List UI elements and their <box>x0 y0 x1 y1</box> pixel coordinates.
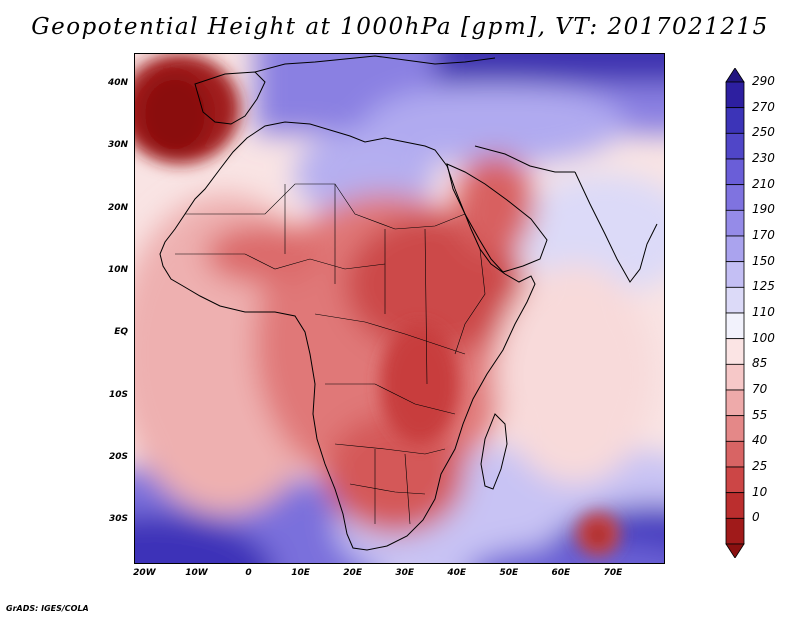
colorbar-swatch <box>725 158 745 186</box>
colorbar-level-label: 290 <box>752 74 775 88</box>
colorbar-swatch <box>725 492 745 519</box>
colorbar-level-label: 100 <box>752 330 775 345</box>
map-panel[interactable] <box>134 53 665 564</box>
colorbar-swatch <box>725 338 745 365</box>
chart-title: Geopotential Height at 1000hPa [gpm], VT… <box>31 14 769 40</box>
colorbar-level-label: 170 <box>752 228 775 242</box>
colorbar-level-label: 150 <box>752 253 775 268</box>
geopotential-field <box>135 54 664 563</box>
country-borders <box>175 183 486 525</box>
x-tick-label: 30E <box>395 568 415 578</box>
colorbar-level-label: 70 <box>752 382 768 396</box>
colorbar-bottom-arrow <box>725 543 745 559</box>
colorbar-top-arrow <box>725 67 745 83</box>
y-tick-label: 40N <box>107 78 128 89</box>
colorbar-swatch <box>725 415 745 442</box>
x-tick-label: 0 <box>245 568 252 578</box>
colorbar-swatch <box>725 440 745 468</box>
x-tick-label: 60E <box>551 568 571 578</box>
colorbar-swatch <box>725 261 745 288</box>
y-tick-label: 30N <box>107 140 128 151</box>
field-extremes <box>135 54 620 556</box>
colorbar-level-label: 40 <box>752 433 768 448</box>
colorbar-swatch <box>725 466 745 494</box>
colorbar-swatch <box>725 81 745 109</box>
colorbar-swatch <box>725 312 745 340</box>
x-tick-label: 20W <box>133 568 156 578</box>
colorbar-swatch <box>725 286 745 314</box>
colorbar-swatch <box>725 363 745 391</box>
colorbar-level-label: 270 <box>752 99 775 114</box>
colorbar-swatch <box>725 132 745 160</box>
y-tick-label: 30S <box>108 514 128 525</box>
grads-credit: GrADS: IGES/COLA <box>6 604 89 613</box>
colorbar-level-label: 25 <box>752 459 768 473</box>
x-tick-label: 10E <box>291 568 310 578</box>
x-tick-label: 50E <box>499 568 519 578</box>
colorbar <box>723 67 747 562</box>
colorbar-swatch <box>725 209 745 237</box>
colorbar-level-label: 55 <box>752 407 768 422</box>
colorbar-swatch <box>725 235 745 263</box>
colorbar-level-label: 230 <box>752 151 775 165</box>
colorbar-swatch <box>725 517 745 545</box>
y-tick-label: 10S <box>108 389 128 400</box>
y-tick-label: 20S <box>108 452 128 463</box>
y-tick-label: EQ <box>114 327 128 338</box>
x-tick-label: 40E <box>447 568 467 578</box>
colorbar-level-label: 250 <box>752 125 775 140</box>
colorbar-level-label: 125 <box>752 279 775 294</box>
colorbar-level-label: 10 <box>752 484 768 499</box>
colorbar-swatch <box>725 389 745 417</box>
field-gradients <box>135 54 664 563</box>
y-tick-label: 10N <box>107 265 128 276</box>
colorbar-swatch <box>725 107 745 134</box>
colorbar-level-label: 210 <box>752 176 775 191</box>
colorbar-swatch <box>725 184 745 211</box>
coastlines <box>159 55 658 551</box>
y-tick-label: 20N <box>107 202 128 213</box>
x-tick-label: 20E <box>343 568 362 578</box>
x-tick-label: 10W <box>185 568 208 578</box>
colorbar-level-label: 190 <box>752 202 775 217</box>
colorbar-level-label: 0 <box>752 510 760 525</box>
colorbar-level-label: 110 <box>752 305 775 319</box>
x-tick-label: 70E <box>603 568 623 578</box>
colorbar-level-label: 85 <box>752 356 768 371</box>
colorbar-swatches <box>725 67 745 559</box>
